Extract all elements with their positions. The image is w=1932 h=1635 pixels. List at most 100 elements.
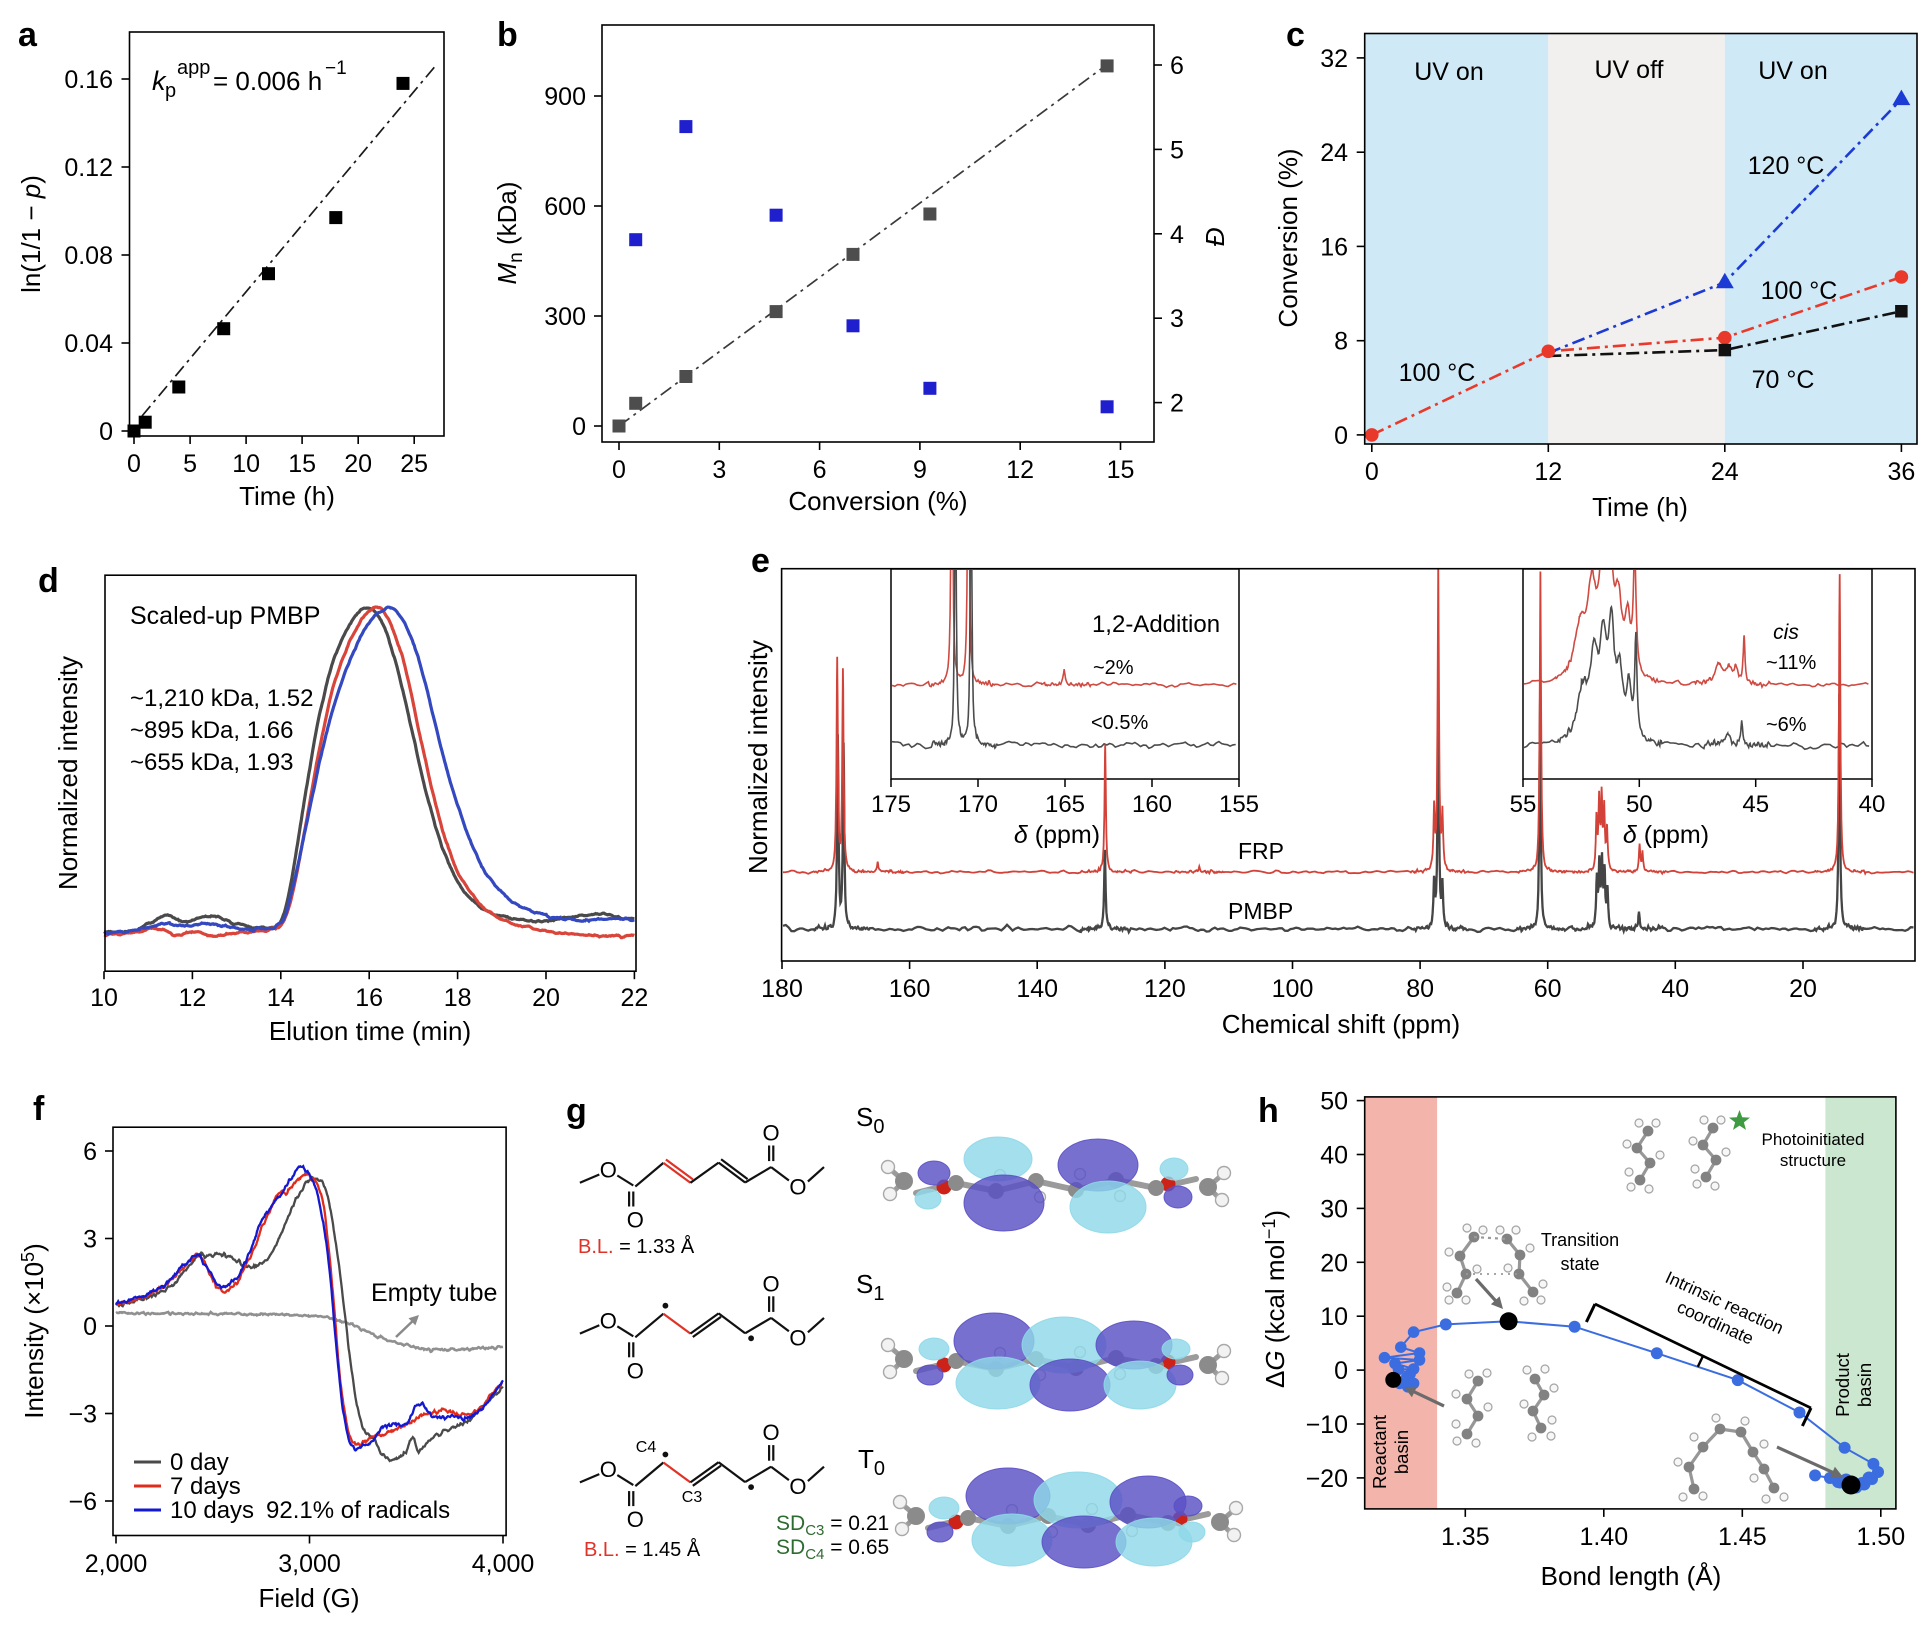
svg-text:50: 50 (1320, 1088, 1348, 1116)
svg-text:160: 160 (1132, 791, 1172, 818)
svg-text:20: 20 (1320, 1249, 1348, 1277)
svg-text:40: 40 (1320, 1142, 1348, 1170)
svg-text:Đ: Đ (1200, 227, 1230, 246)
svg-text:~6%: ~6% (1766, 714, 1807, 736)
svg-text:30: 30 (1320, 1195, 1348, 1223)
svg-text:ln(1/1 − p): ln(1/1 − p) (16, 175, 46, 293)
svg-text:Time (h): Time (h) (239, 481, 335, 511)
svg-text:a: a (18, 16, 38, 54)
svg-text:4: 4 (1170, 221, 1184, 249)
svg-text:~11%: ~11% (1766, 652, 1816, 674)
svg-text:~2%: ~2% (1093, 657, 1134, 679)
svg-text:16: 16 (355, 984, 383, 1012)
svg-text:Empty tube: Empty tube (371, 1279, 497, 1307)
svg-text:165: 165 (1045, 791, 1085, 818)
svg-text:SDC4 = 0.65: SDC4 = 0.65 (776, 1536, 889, 1563)
svg-text:12: 12 (1534, 458, 1562, 486)
svg-text:6: 6 (1170, 52, 1184, 80)
svg-text:175: 175 (871, 791, 911, 818)
svg-text:O: O (789, 1325, 806, 1350)
svg-text:O: O (763, 1271, 780, 1296)
svg-text:O: O (763, 1121, 780, 1146)
svg-text:18: 18 (444, 984, 472, 1012)
svg-text:C4: C4 (636, 1439, 657, 1456)
svg-text:O: O (600, 1158, 617, 1183)
svg-text:20: 20 (1789, 975, 1817, 1003)
svg-text:f: f (33, 1090, 45, 1128)
svg-text:p: p (165, 80, 176, 102)
svg-text:22: 22 (620, 984, 648, 1012)
svg-text:140: 140 (1016, 975, 1058, 1003)
svg-text:4,000: 4,000 (472, 1550, 535, 1578)
svg-text:−20: −20 (1306, 1465, 1348, 1493)
svg-text:160: 160 (889, 975, 931, 1003)
svg-text:O: O (627, 1208, 644, 1233)
svg-text:0: 0 (612, 456, 626, 484)
svg-text:0: 0 (83, 1313, 97, 1341)
svg-text:UV on: UV on (1414, 58, 1483, 86)
svg-text:FRP: FRP (1238, 838, 1284, 864)
svg-text:basin: basin (1854, 1363, 1875, 1407)
svg-text:~655 kDa, 1.93: ~655 kDa, 1.93 (130, 749, 293, 776)
svg-text:0.12: 0.12 (64, 154, 113, 182)
svg-text:92.1% of radicals: 92.1% of radicals (266, 1497, 450, 1524)
svg-text:UV on: UV on (1758, 57, 1827, 85)
svg-text:e: e (751, 542, 770, 580)
svg-text:d: d (38, 562, 59, 600)
svg-text:1,2-Addition: 1,2-Addition (1092, 611, 1220, 638)
svg-text:55: 55 (1510, 791, 1537, 818)
svg-text:9: 9 (913, 456, 927, 484)
svg-text:Conversion (%): Conversion (%) (1273, 148, 1303, 327)
svg-text:0: 0 (1334, 422, 1348, 450)
svg-text:c: c (1286, 16, 1305, 54)
svg-text:155: 155 (1219, 791, 1259, 818)
svg-text:Conversion (%): Conversion (%) (788, 486, 967, 516)
svg-text:15: 15 (1107, 456, 1135, 484)
svg-text:O: O (627, 1358, 644, 1383)
svg-text:50: 50 (1626, 791, 1653, 818)
svg-text:Normalized intensity: Normalized intensity (743, 640, 773, 874)
svg-text:80: 80 (1406, 975, 1434, 1003)
svg-text:δ (ppm): δ (ppm) (1623, 821, 1709, 849)
svg-text:k: k (152, 66, 167, 96)
svg-text:cis: cis (1773, 621, 1799, 644)
svg-text:20: 20 (532, 984, 560, 1012)
svg-text:Elution time (min): Elution time (min) (269, 1016, 471, 1046)
svg-text:Photoinitiated: Photoinitiated (1761, 1130, 1864, 1149)
svg-text:0.16: 0.16 (64, 66, 113, 94)
svg-text:25: 25 (400, 450, 428, 478)
svg-text:2: 2 (1170, 390, 1184, 418)
svg-text:O: O (789, 1474, 806, 1499)
svg-text:B.L. = 1.45 Å: B.L. = 1.45 Å (584, 1538, 701, 1561)
svg-text:O: O (600, 1457, 617, 1482)
svg-text:ΔG (kcal mol−1): ΔG (kcal mol−1) (1259, 1210, 1290, 1388)
svg-text:b: b (497, 16, 518, 54)
svg-text:5: 5 (1170, 136, 1184, 164)
svg-text:0: 0 (127, 450, 141, 478)
svg-text:Time (h): Time (h) (1592, 492, 1688, 522)
svg-text:= 0.006 h: = 0.006 h (213, 66, 322, 96)
svg-text:600: 600 (544, 193, 586, 221)
svg-text:20: 20 (344, 450, 372, 478)
svg-text:12: 12 (178, 984, 206, 1012)
svg-text:Intensity (×105): Intensity (×105) (18, 1243, 49, 1419)
svg-text:8: 8 (1334, 328, 1348, 356)
svg-text:δ (ppm): δ (ppm) (1014, 821, 1100, 849)
svg-text:Transition: Transition (1541, 1230, 1619, 1250)
svg-text:−3: −3 (68, 1401, 97, 1429)
svg-text:1.35: 1.35 (1441, 1523, 1490, 1551)
svg-text:10 days: 10 days (170, 1497, 254, 1524)
svg-text:7 days: 7 days (170, 1473, 241, 1500)
svg-text:O: O (763, 1420, 780, 1445)
svg-text:0: 0 (1334, 1357, 1348, 1385)
svg-text:1.50: 1.50 (1856, 1523, 1905, 1551)
svg-text:100 °C: 100 °C (1399, 359, 1476, 387)
svg-text:1.40: 1.40 (1579, 1523, 1628, 1551)
svg-text:15: 15 (288, 450, 316, 478)
svg-text:120 °C: 120 °C (1748, 152, 1825, 180)
svg-text:Mn (kDa): Mn (kDa) (492, 181, 527, 284)
svg-text:O: O (789, 1175, 806, 1200)
svg-text:900: 900 (544, 83, 586, 111)
svg-text:UV off: UV off (1594, 56, 1663, 84)
svg-text:C3: C3 (682, 1489, 703, 1506)
